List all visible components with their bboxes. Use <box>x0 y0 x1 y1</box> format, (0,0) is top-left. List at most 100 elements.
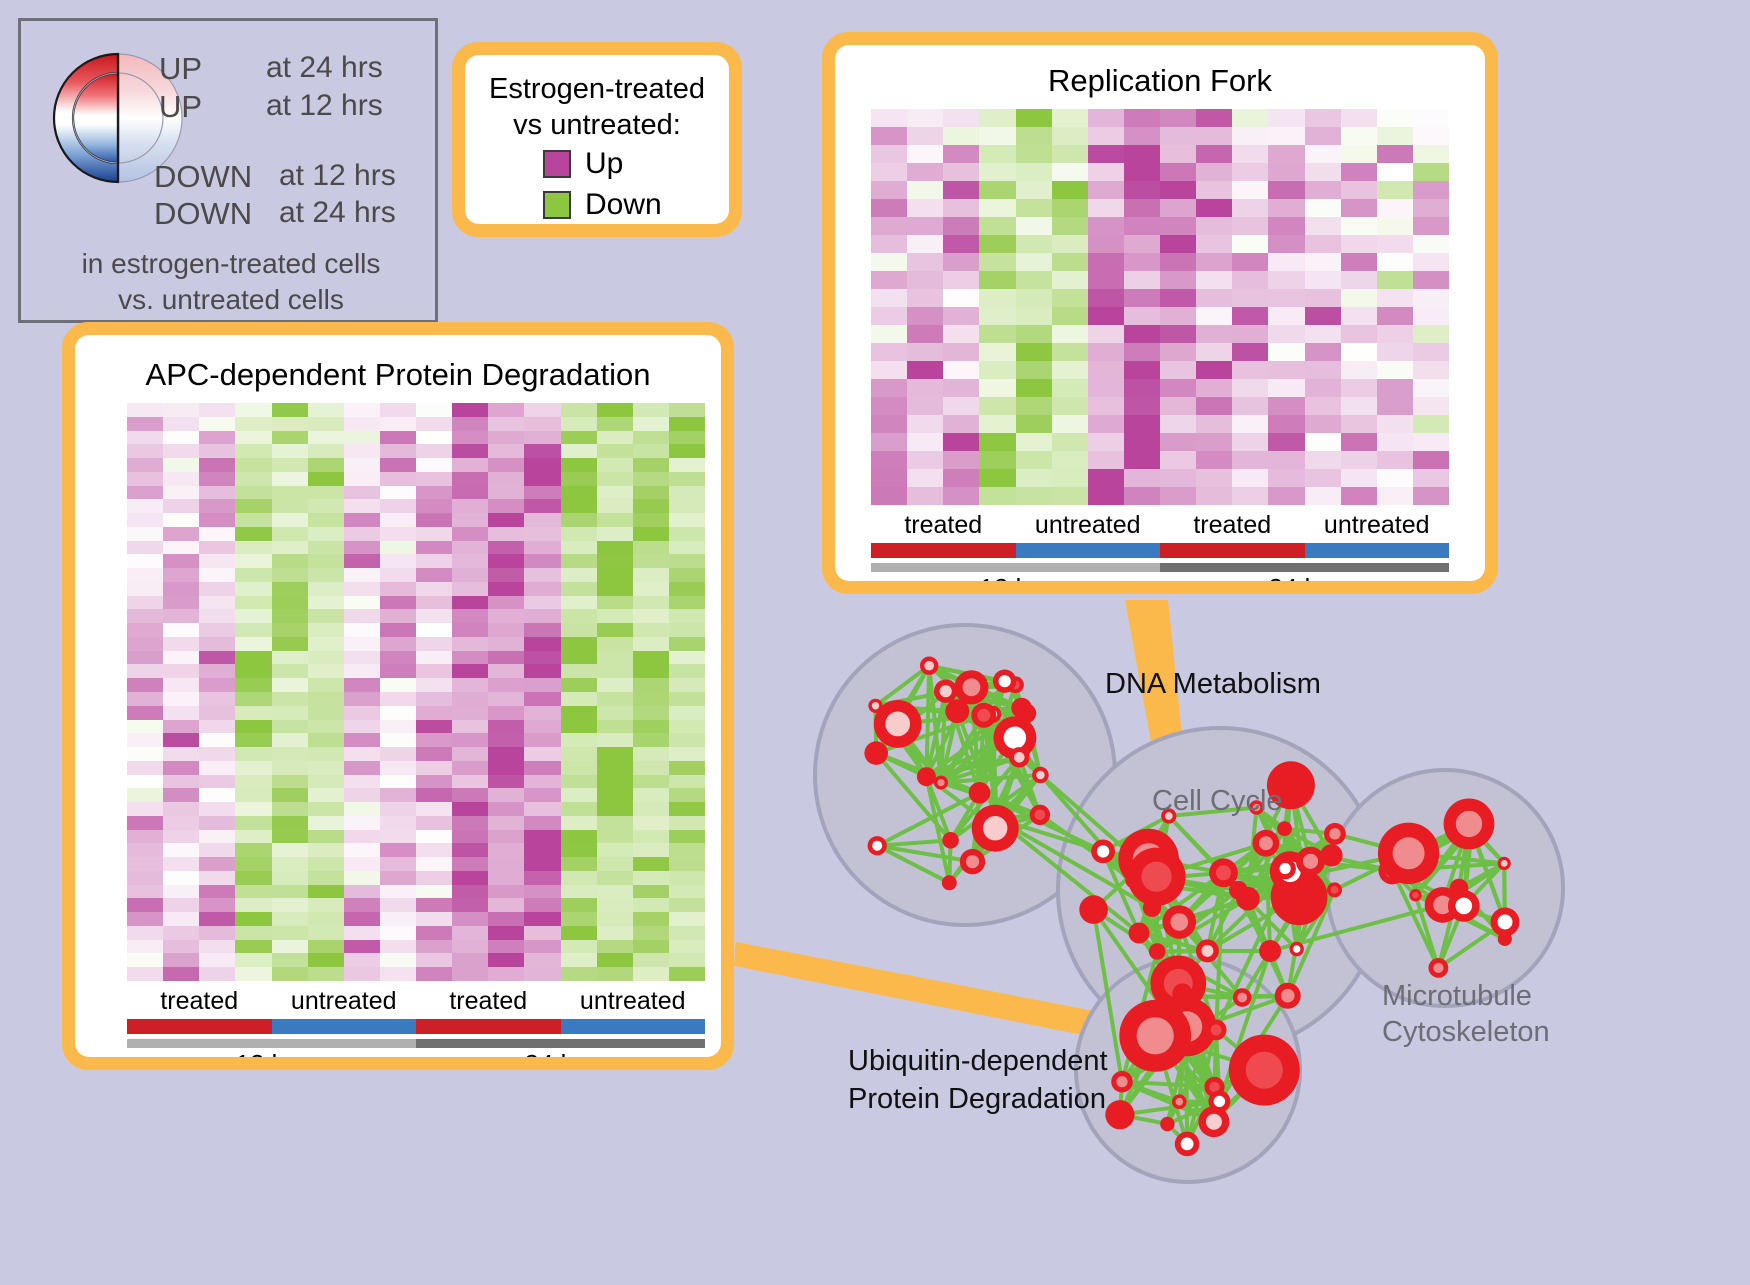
network-node[interactable] <box>971 703 996 728</box>
network-node[interactable] <box>864 741 888 765</box>
network-node[interactable] <box>942 832 959 849</box>
heatmap-cell <box>235 541 271 555</box>
network-node[interactable] <box>1498 857 1511 870</box>
network-node[interactable] <box>1409 889 1421 901</box>
network-node[interactable] <box>1448 890 1480 922</box>
heatmap-cell <box>127 761 163 775</box>
network-node[interactable] <box>1127 848 1185 906</box>
heatmap-cell <box>272 486 308 500</box>
heatmap-cell <box>1268 127 1304 145</box>
node-inner <box>1141 862 1171 892</box>
heatmap-cell <box>235 761 271 775</box>
node-outer <box>1277 821 1292 836</box>
network-node[interactable] <box>1233 988 1252 1007</box>
network-node[interactable] <box>960 849 985 874</box>
heatmap-cell <box>199 513 235 527</box>
network-node[interactable] <box>1208 1090 1230 1112</box>
heatmap-cell <box>127 816 163 830</box>
network-node[interactable] <box>1129 923 1150 944</box>
network-node[interactable] <box>1229 1035 1300 1106</box>
heatmap-cell <box>272 830 308 844</box>
network-node[interactable] <box>1143 899 1161 917</box>
heatmap-cell <box>235 678 271 692</box>
network-node[interactable] <box>1277 821 1292 836</box>
network-node[interactable] <box>993 670 1016 693</box>
network-node[interactable] <box>934 680 957 703</box>
network-node[interactable] <box>1209 858 1238 887</box>
heatmap-cell <box>633 912 669 926</box>
network-node[interactable] <box>1444 799 1495 850</box>
heatmap-cell <box>344 678 380 692</box>
network-node[interactable] <box>1017 704 1037 724</box>
network-node[interactable] <box>972 805 1019 852</box>
heatmap-cell <box>308 609 344 623</box>
heatmap-cell <box>308 458 344 472</box>
heatmap-cell <box>452 554 488 568</box>
heatmap-cell <box>488 843 524 857</box>
network-node[interactable] <box>1163 905 1197 939</box>
network-node[interactable] <box>1105 1100 1134 1129</box>
network-node[interactable] <box>1206 1020 1227 1041</box>
network-node[interactable] <box>1327 882 1342 897</box>
network-node[interactable] <box>1172 983 1192 1003</box>
heatmap-cell <box>452 596 488 610</box>
network-node[interactable] <box>1253 830 1280 857</box>
heatmap-cell <box>1196 397 1232 415</box>
network-node[interactable] <box>934 776 948 790</box>
network-node[interactable] <box>1032 767 1049 784</box>
heatmap-cell <box>1196 163 1232 181</box>
heatmap-cell <box>633 802 669 816</box>
apc-time-bar <box>127 1039 705 1048</box>
heatmap-cell <box>979 451 1015 469</box>
network-node[interactable] <box>1196 939 1219 962</box>
network-node[interactable] <box>1290 942 1304 956</box>
network-node[interactable] <box>1079 895 1108 924</box>
network-node[interactable] <box>969 782 991 804</box>
heatmap-cell <box>1160 307 1196 325</box>
network-node[interactable] <box>1296 847 1325 876</box>
network-node[interactable] <box>1274 858 1296 880</box>
heatmap-cell <box>1088 487 1124 505</box>
heatmap-cell <box>1232 127 1268 145</box>
network-node[interactable] <box>917 767 936 786</box>
network-node[interactable] <box>1149 943 1166 960</box>
network-node[interactable] <box>874 700 922 748</box>
network-node[interactable] <box>1091 840 1115 864</box>
network-node[interactable] <box>868 836 887 855</box>
node-inner <box>1116 1076 1127 1087</box>
network-node[interactable] <box>1498 932 1512 946</box>
heatmap-cell <box>871 361 907 379</box>
time-group-label: 24 hrs <box>1160 573 1449 581</box>
heatmap-cell <box>1160 397 1196 415</box>
network-node[interactable] <box>1009 747 1029 767</box>
network-node[interactable] <box>942 875 957 890</box>
network-node[interactable] <box>1175 1132 1200 1157</box>
network-node[interactable] <box>1030 805 1050 825</box>
heatmap-cell <box>669 554 705 568</box>
heatmap-cell <box>1305 343 1341 361</box>
heatmap-cell <box>561 720 597 734</box>
legend-title-line1: Estrogen-treated <box>465 71 729 107</box>
network-node[interactable] <box>1119 1000 1191 1072</box>
key-row-2-label: DOWN <box>154 159 252 195</box>
network-node[interactable] <box>954 670 988 704</box>
network-node[interactable] <box>1259 940 1281 962</box>
heatmap-cell <box>488 885 524 899</box>
node-inner <box>924 661 934 671</box>
heatmap-cell <box>1160 451 1196 469</box>
heatmap-cell <box>597 761 633 775</box>
heatmap-cell <box>380 472 416 486</box>
heatmap-cell <box>633 898 669 912</box>
heatmap-cell <box>127 582 163 596</box>
heatmap-cell <box>943 109 979 127</box>
network-node[interactable] <box>920 657 938 675</box>
network-node[interactable] <box>1111 1071 1133 1093</box>
heatmap-cell <box>524 444 560 458</box>
network-node[interactable] <box>1429 958 1449 978</box>
network-node[interactable] <box>1378 823 1439 884</box>
network-node[interactable] <box>1275 983 1301 1009</box>
network-node[interactable] <box>1172 1094 1187 1109</box>
heatmap-cell <box>669 761 705 775</box>
network-node[interactable] <box>1324 823 1346 845</box>
network-node[interactable] <box>1160 1117 1174 1131</box>
